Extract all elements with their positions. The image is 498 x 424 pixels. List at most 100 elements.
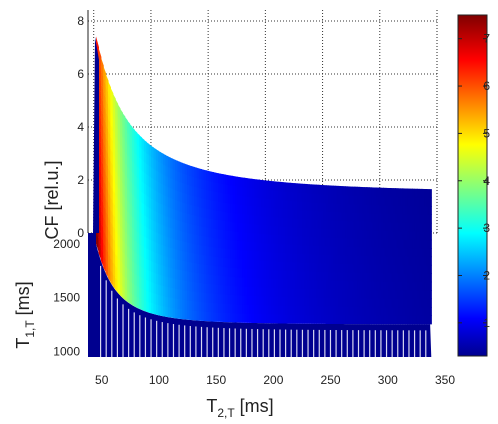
- surface-patch: [141, 255, 145, 269]
- surface-patch: [345, 314, 349, 325]
- surface-patch: [321, 297, 325, 307]
- surface-patch: [304, 288, 308, 298]
- surface-patch: [239, 303, 243, 314]
- surface-patch: [261, 313, 265, 324]
- surface-patch: [297, 218, 301, 228]
- surface-patch: [404, 298, 408, 308]
- surface-patch: [292, 252, 296, 263]
- surface-patch: [287, 287, 291, 298]
- surface-patch: [409, 273, 413, 283]
- surface-patch: [119, 259, 123, 275]
- surface-patch: [143, 161, 147, 175]
- surface-patch: [323, 297, 327, 307]
- surface-patch: [385, 230, 389, 240]
- surface-patch: [337, 306, 341, 316]
- surface-patch: [163, 174, 167, 186]
- surface-patch: [239, 231, 243, 242]
- surface-patch: [287, 279, 291, 289]
- surface-patch: [376, 204, 380, 214]
- surface-patch: [148, 164, 152, 178]
- surface-patch: [289, 287, 293, 298]
- surface-patch: [129, 168, 133, 183]
- surface-patch: [249, 268, 253, 279]
- surface-patch: [110, 269, 114, 287]
- surface-patch: [316, 236, 320, 246]
- surface-patch: [301, 305, 305, 316]
- surface-patch: [251, 241, 255, 252]
- surface-patch: [349, 272, 353, 282]
- surface-patch: [129, 269, 133, 283]
- surface-patch: [383, 264, 387, 274]
- surface-patch: [172, 257, 176, 269]
- surface-patch: [357, 314, 361, 325]
- surface-patch: [177, 229, 181, 241]
- surface-patch: [369, 315, 373, 325]
- surface-patch: [304, 244, 308, 255]
- surface-patch: [201, 206, 205, 218]
- surface-patch: [98, 136, 102, 160]
- surface-patch: [258, 224, 262, 235]
- surface-patch: [119, 271, 123, 287]
- surface-patch: [246, 205, 250, 216]
- surface-patch: [155, 283, 159, 295]
- surface-patch: [115, 277, 119, 293]
- surface-patch: [196, 205, 200, 217]
- surface-patch: [349, 263, 353, 273]
- z-tick-label: 0: [77, 226, 84, 240]
- surface-patch: [234, 249, 238, 260]
- surface-patch: [134, 129, 138, 145]
- surface-patch: [371, 187, 375, 197]
- surface-patch: [215, 274, 219, 285]
- surface-patch: [239, 312, 243, 323]
- surface-patch: [325, 280, 329, 290]
- surface-patch: [225, 229, 229, 240]
- surface-patch: [306, 244, 310, 255]
- surface-patch: [294, 296, 298, 307]
- surface-patch: [304, 227, 308, 237]
- surface-patch: [198, 244, 202, 255]
- surface-patch: [251, 268, 255, 279]
- surface-patch: [218, 256, 222, 267]
- surface-patch: [206, 198, 210, 210]
- surface-patch: [390, 315, 394, 325]
- surface-patch: [289, 305, 293, 315]
- surface-patch: [359, 221, 363, 231]
- surface-patch: [136, 176, 140, 190]
- surface-patch: [328, 237, 332, 247]
- surface-patch: [115, 217, 119, 234]
- surface-patch: [263, 215, 267, 226]
- surface-patch: [342, 194, 346, 204]
- surface-patch: [407, 247, 411, 257]
- surface-patch: [385, 255, 389, 265]
- surface-patch: [328, 288, 332, 299]
- surface-patch: [160, 213, 164, 226]
- surface-patch: [170, 187, 174, 200]
- surface-patch: [232, 194, 236, 205]
- surface-patch: [208, 236, 212, 247]
- surface-patch: [237, 203, 241, 214]
- surface-patch: [172, 307, 176, 319]
- surface-patch: [170, 297, 174, 308]
- surface-patch: [361, 306, 365, 316]
- surface-patch: [330, 288, 334, 299]
- surface-patch: [220, 256, 224, 267]
- surface-patch: [400, 196, 404, 206]
- surface-patch: [251, 286, 255, 297]
- surface-patch: [282, 305, 286, 315]
- surface-patch: [263, 189, 267, 199]
- surface-patch: [359, 272, 363, 282]
- surface-patch: [182, 308, 186, 320]
- surface-patch: [210, 199, 214, 210]
- surface-patch: [409, 213, 413, 224]
- surface-patch: [98, 162, 102, 185]
- surface-patch: [416, 315, 420, 325]
- surface-patch: [287, 243, 291, 254]
- surface-patch: [124, 128, 128, 144]
- surface-patch: [330, 237, 334, 247]
- surface-patch: [321, 219, 325, 229]
- surface-patch: [354, 280, 358, 290]
- surface-patch: [371, 195, 375, 206]
- surface-patch: [201, 169, 205, 180]
- surface-patch: [175, 307, 179, 319]
